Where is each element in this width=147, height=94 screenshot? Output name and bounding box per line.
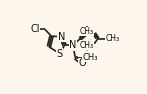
Text: N: N (69, 40, 76, 50)
Text: CH₃: CH₃ (80, 27, 94, 36)
Text: N: N (58, 32, 65, 42)
Text: S: S (57, 49, 63, 59)
Text: CH₃: CH₃ (80, 41, 94, 50)
Text: CH₃: CH₃ (83, 53, 98, 62)
Text: CH₃: CH₃ (106, 34, 120, 43)
Text: Cl: Cl (30, 24, 40, 34)
Text: O: O (79, 58, 86, 68)
